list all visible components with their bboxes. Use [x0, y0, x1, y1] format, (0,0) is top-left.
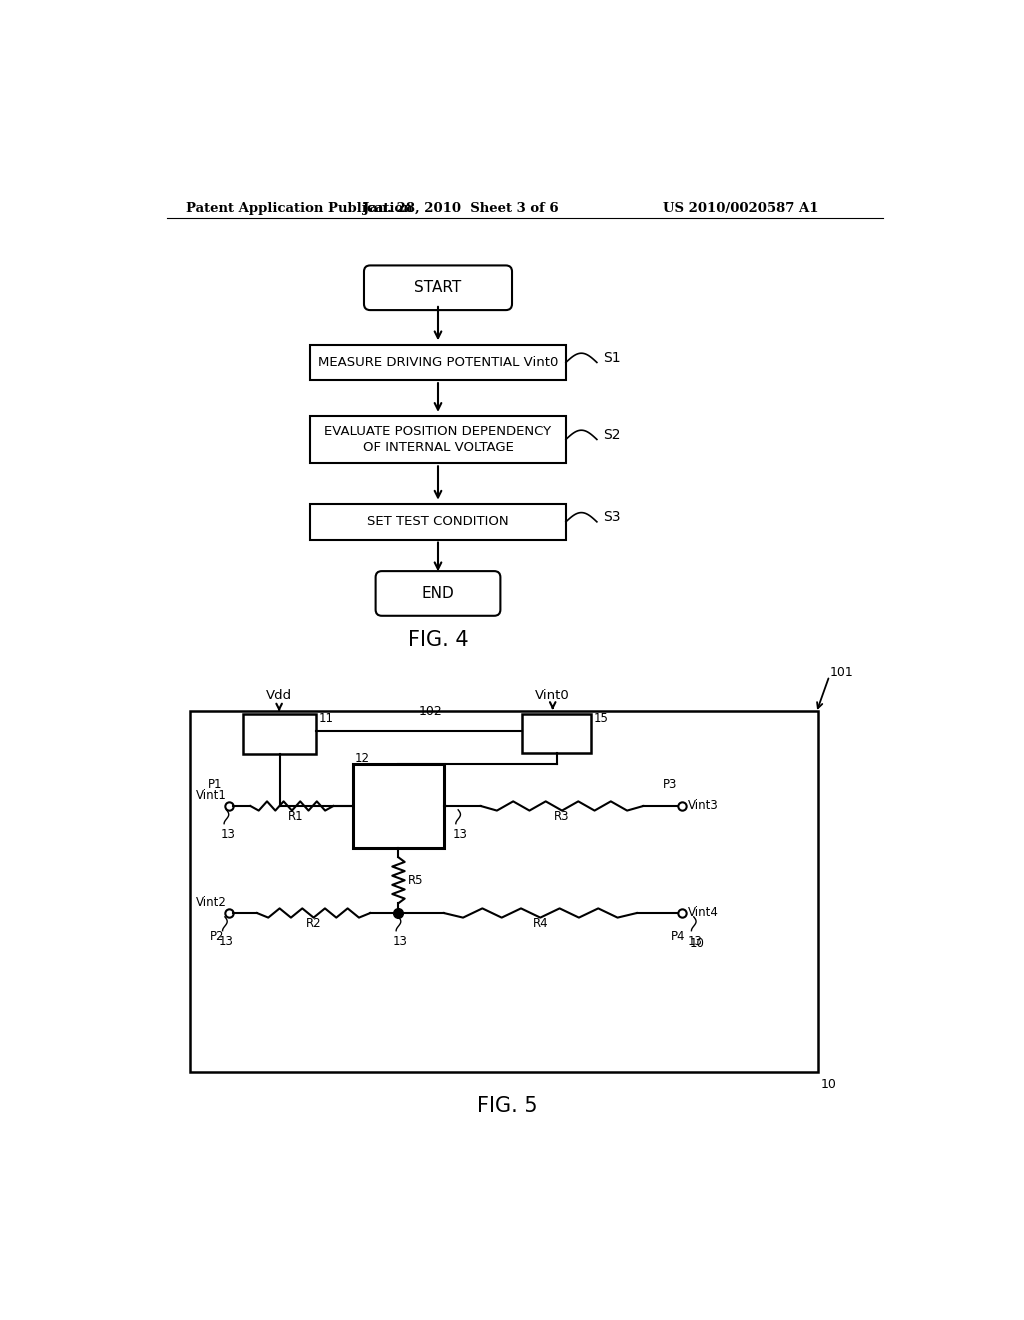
Text: 13: 13: [220, 829, 236, 841]
Bar: [243, 714, 316, 755]
Text: Vint2: Vint2: [196, 896, 226, 908]
Text: 101: 101: [829, 667, 853, 680]
Text: 13: 13: [688, 936, 702, 948]
Bar: [190, 711, 818, 1072]
Text: R1: R1: [288, 810, 303, 824]
Text: Vint4: Vint4: [688, 907, 719, 920]
Text: Jan. 28, 2010  Sheet 3 of 6: Jan. 28, 2010 Sheet 3 of 6: [364, 202, 559, 215]
Text: R3: R3: [554, 810, 569, 824]
Text: MEASURE DRIVING POTENTIAL Vint0: MEASURE DRIVING POTENTIAL Vint0: [317, 356, 558, 370]
Text: R5: R5: [408, 874, 423, 887]
Text: Vint3: Vint3: [688, 800, 719, 813]
Text: S2: S2: [603, 428, 621, 442]
Text: Patent Application Publication: Patent Application Publication: [186, 202, 413, 215]
Text: SET TEST CONDITION: SET TEST CONDITION: [368, 515, 509, 528]
Text: 13: 13: [219, 936, 233, 948]
Text: US 2010/0020587 A1: US 2010/0020587 A1: [663, 202, 818, 215]
Text: S1: S1: [603, 351, 621, 364]
Bar: [521, 714, 592, 752]
Text: Vint0: Vint0: [536, 689, 570, 702]
Text: Vdd: Vdd: [266, 689, 292, 702]
Text: EVALUATE POSITION DEPENDENCY: EVALUATE POSITION DEPENDENCY: [325, 425, 552, 438]
Text: FIG. 5: FIG. 5: [477, 1096, 538, 1115]
Text: P4: P4: [671, 929, 685, 942]
Text: P3: P3: [664, 777, 678, 791]
Text: Vint1: Vint1: [196, 788, 226, 801]
Text: END: END: [422, 586, 455, 601]
Text: R4: R4: [532, 917, 548, 931]
Text: R2: R2: [306, 917, 322, 931]
Text: START: START: [415, 280, 462, 296]
Text: OF INTERNAL VOLTAGE: OF INTERNAL VOLTAGE: [362, 441, 513, 454]
Text: FIG. 4: FIG. 4: [408, 630, 468, 649]
Text: 10: 10: [821, 1077, 837, 1090]
Text: P1: P1: [208, 777, 222, 791]
Text: S3: S3: [603, 511, 621, 524]
Text: 15: 15: [594, 713, 608, 726]
FancyBboxPatch shape: [364, 265, 512, 310]
Bar: [310, 504, 566, 540]
Text: 11: 11: [318, 713, 334, 726]
Text: 10: 10: [690, 937, 705, 950]
Text: 13: 13: [392, 936, 408, 948]
Text: 102: 102: [419, 705, 442, 718]
Text: 13: 13: [453, 829, 467, 841]
Bar: [352, 764, 444, 847]
Bar: [310, 345, 566, 380]
FancyBboxPatch shape: [376, 572, 501, 615]
Text: 12: 12: [354, 751, 370, 764]
Text: P2: P2: [210, 929, 224, 942]
Bar: [310, 416, 566, 463]
